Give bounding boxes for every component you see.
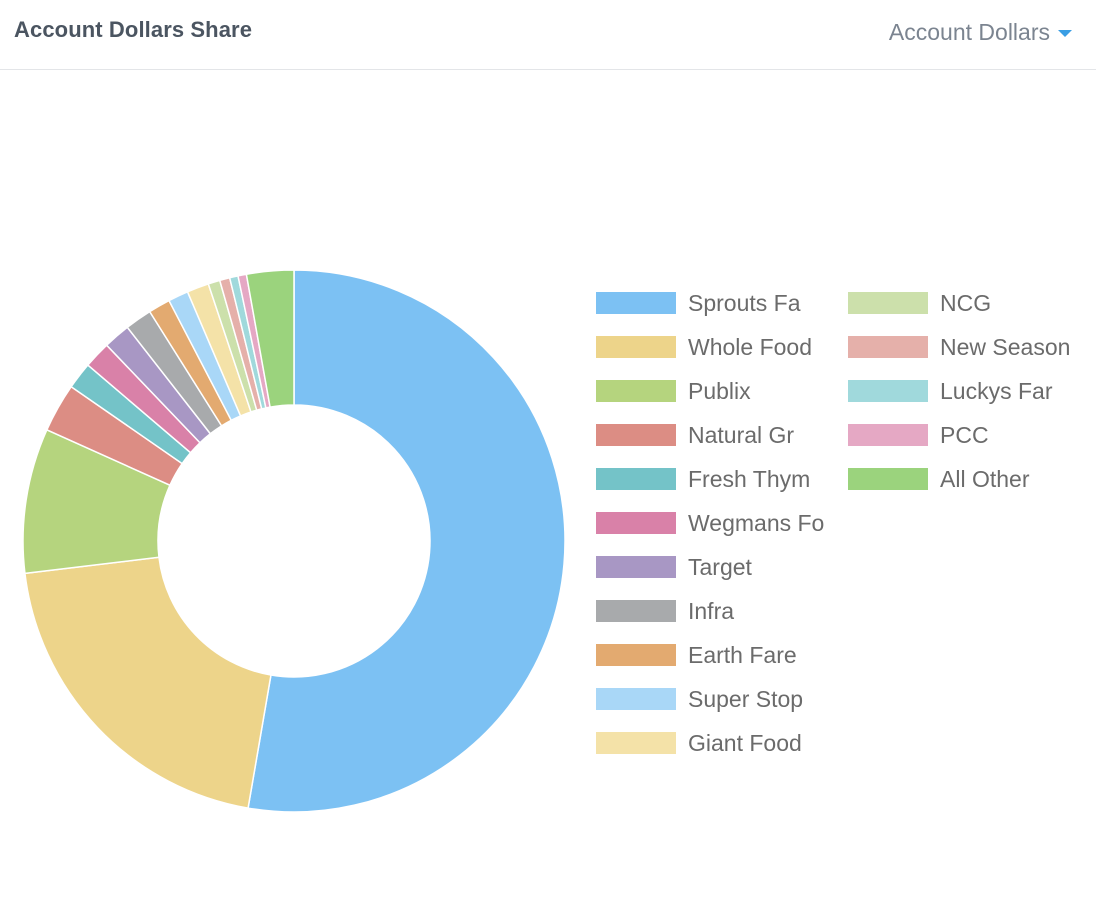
- donut-slice-all-other[interactable]: [245, 269, 295, 408]
- legend-item[interactable]: Wegmans Fo: [596, 510, 824, 536]
- legend-swatch: [848, 336, 928, 358]
- legend-item[interactable]: New Season: [848, 334, 1070, 360]
- legend-item[interactable]: Giant Food: [596, 730, 802, 756]
- legend-swatch: [596, 292, 676, 314]
- legend-label: Infra: [688, 598, 734, 624]
- legend-swatch: [596, 688, 676, 710]
- legend-swatch: [596, 380, 676, 402]
- legend-swatch: [848, 292, 928, 314]
- legend-item[interactable]: All Other: [848, 466, 1030, 492]
- legend-label: Super Stop: [688, 686, 803, 712]
- metric-dropdown-label: Account Dollars: [888, 19, 1050, 45]
- legend-item[interactable]: Natural Gr: [596, 422, 794, 448]
- legend-swatch: [596, 644, 676, 666]
- legend-label: NCG: [940, 290, 991, 316]
- legend-item[interactable]: Luckys Far: [848, 378, 1053, 404]
- legend-label: All Other: [940, 466, 1030, 492]
- legend-item[interactable]: Sprouts Fa: [596, 290, 801, 316]
- legend-item[interactable]: Infra: [596, 598, 734, 624]
- donut-slice-whole-food[interactable]: [24, 556, 272, 809]
- legend-label: PCC: [940, 422, 989, 448]
- metric-dropdown[interactable]: Account Dollars: [889, 19, 1072, 46]
- legend-label: New Season: [940, 334, 1070, 360]
- donut-slice-sprouts-fa[interactable]: [247, 269, 566, 813]
- legend-label: Sprouts Fa: [688, 290, 801, 316]
- legend-label: Publix: [688, 378, 751, 404]
- legend-label: Whole Food: [688, 334, 812, 360]
- legend-item[interactable]: Publix: [596, 378, 751, 404]
- legend-item[interactable]: Super Stop: [596, 686, 803, 712]
- legend-swatch: [596, 600, 676, 622]
- legend-swatch: [596, 512, 676, 534]
- donut-chart: Sprouts Fa Whole Food Publix Natural Gr Fres…: [22, 269, 1070, 813]
- legend-label: Wegmans Fo: [688, 510, 824, 536]
- legend-label: Target: [688, 554, 753, 580]
- legend-label: Luckys Far: [940, 378, 1053, 404]
- legend-item[interactable]: Whole Food: [596, 334, 812, 360]
- legend-swatch: [848, 468, 928, 490]
- legend-swatch: [848, 380, 928, 402]
- legend-label: Natural Gr: [688, 422, 794, 448]
- legend-item[interactable]: Earth Fare: [596, 642, 797, 668]
- caret-down-icon: [1058, 30, 1072, 37]
- chart-header: Account Dollars Share Account Dollars: [0, 0, 1096, 70]
- legend-label: Fresh Thym: [688, 466, 810, 492]
- legend-swatch: [596, 336, 676, 358]
- legend-swatch: [848, 424, 928, 446]
- legend-label: Giant Food: [688, 730, 802, 756]
- legend-swatch: [596, 732, 676, 754]
- legend-swatch: [596, 468, 676, 490]
- page-title: Account Dollars Share: [14, 17, 253, 42]
- legend-swatch: [596, 556, 676, 578]
- legend-swatch: [596, 424, 676, 446]
- legend-label: Earth Fare: [688, 642, 797, 668]
- legend-item[interactable]: Target: [596, 554, 753, 580]
- legend-item[interactable]: PCC: [848, 422, 989, 448]
- legend-item[interactable]: NCG: [848, 290, 991, 316]
- legend-item[interactable]: Fresh Thym: [596, 466, 810, 492]
